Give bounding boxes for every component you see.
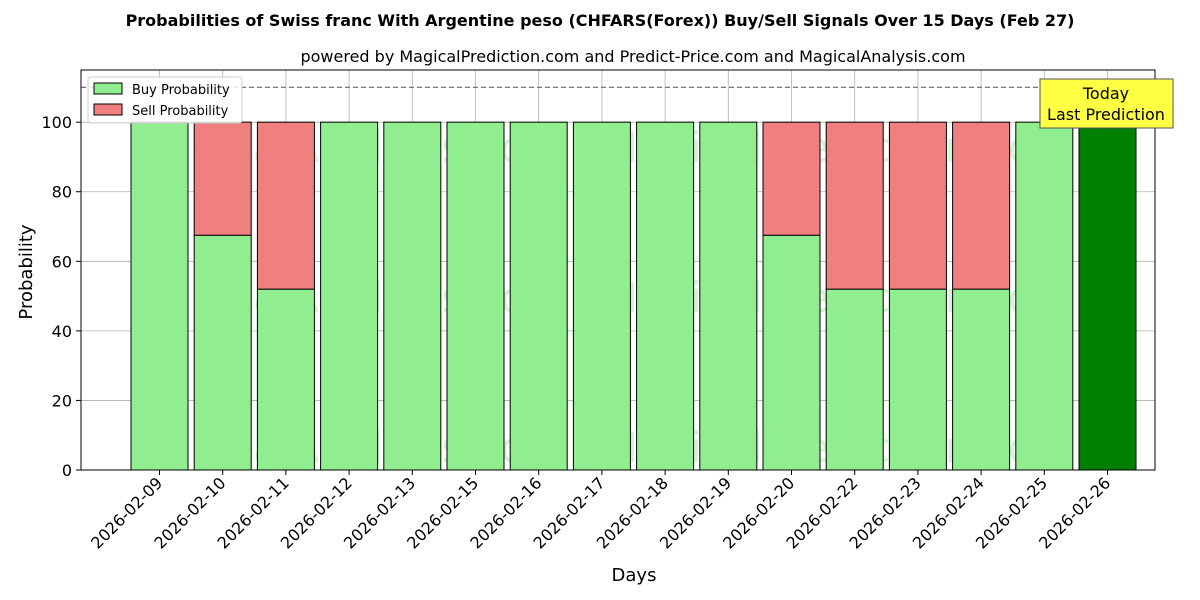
y-axis-label: Probability [16,224,37,319]
bar-sell [256,121,315,290]
today-annotation-line2: Last Prediction [1047,105,1165,124]
plot-frame [80,69,1156,471]
legend-label-buy: Buy Probability [132,83,230,98]
legend-box [87,76,243,124]
bar-buy [1078,121,1137,471]
bar-buy [130,121,189,471]
y-tick-label: 80 [52,183,72,202]
today-annotation-box [1039,78,1174,129]
bar-buy [636,121,695,471]
bar-buy [446,121,505,471]
bar-buy [952,288,1011,471]
bar-buy [762,234,821,471]
x-axis-label: Days [612,565,657,586]
bar-buy [193,234,252,471]
legend-swatch-buy [93,82,123,95]
bar-buy [699,121,758,471]
chart-subtitle: powered by MagicalPrediction.com and Pre… [300,47,965,66]
bar-buy [320,121,379,471]
bar-sell [952,121,1011,290]
bar-sell [825,121,884,290]
bar-buy [383,121,442,471]
chart-title: Probabilities of Swiss franc With Argent… [126,11,1075,30]
y-tick-label: 60 [52,252,72,271]
y-tick-label: 100 [41,113,72,132]
bar-sell [888,121,947,290]
legend-label-sell: Sell Probability [132,104,229,119]
bar-buy [888,288,947,471]
legend-swatch-sell [93,103,123,116]
today-annotation-line1: Today [1082,84,1129,103]
y-tick-label: 40 [52,322,72,341]
y-tick-label: 0 [62,461,72,480]
bar-buy [572,121,631,471]
bar-buy [256,288,315,471]
bar-buy [509,121,568,471]
y-tick-label: 20 [52,391,72,410]
bar-sell [762,121,821,236]
bar-sell [193,121,252,236]
bar-buy [825,288,884,471]
bar-buy [1015,121,1074,471]
